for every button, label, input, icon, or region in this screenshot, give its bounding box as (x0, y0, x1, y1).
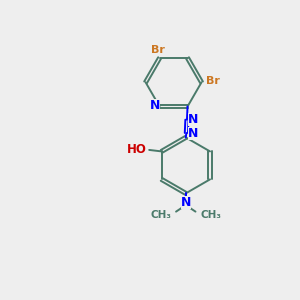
Text: N: N (149, 98, 160, 112)
Text: HO: HO (127, 143, 147, 156)
Text: N: N (188, 127, 198, 140)
Text: CH₃: CH₃ (150, 210, 171, 220)
Text: Br: Br (206, 76, 220, 86)
Text: N: N (181, 196, 191, 209)
Text: CH₃: CH₃ (200, 210, 221, 220)
Text: Br: Br (151, 45, 165, 55)
Text: N: N (188, 113, 199, 126)
